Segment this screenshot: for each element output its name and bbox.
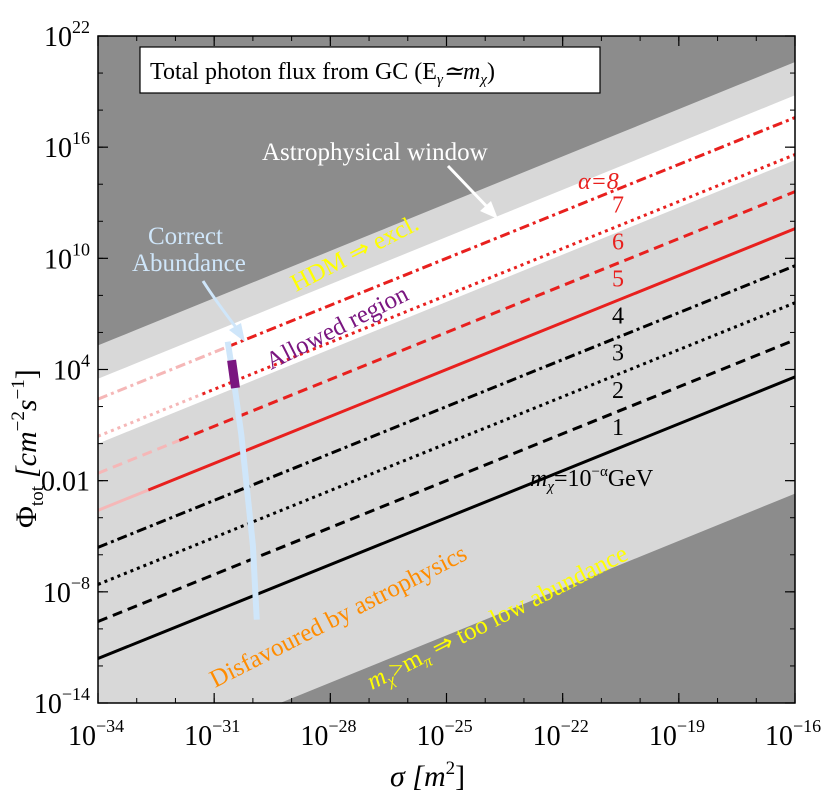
y-axis-exp2: −1	[8, 379, 29, 399]
y-axis-sub: tot	[27, 485, 48, 506]
y-axis-exp1: −2	[8, 411, 29, 431]
astrophysical-window-arrowhead	[480, 201, 498, 219]
x-axis-exp: 2	[446, 758, 456, 779]
series-label-6: 6	[612, 230, 624, 256]
series-label-8: α=8	[578, 169, 619, 195]
mass-chi: χ	[545, 479, 554, 495]
series-faint-6	[98, 439, 180, 475]
chart-title: Total photon flux from GC (E	[150, 59, 437, 85]
title-close: )	[487, 59, 495, 85]
series-line-6	[178, 190, 795, 442]
series-label-2: 2	[612, 378, 624, 404]
y-axis-units: [cm	[10, 431, 43, 478]
series-faint-5	[98, 488, 149, 512]
y-tick-label-0: 10−14	[34, 684, 90, 720]
mass-label: mχ=10−αGeV	[530, 464, 654, 495]
y-tick-label-3: 104	[53, 351, 90, 387]
title-sim: ≃m	[443, 59, 480, 85]
y-tick-label-5: 1016	[44, 128, 90, 164]
allowed-region-segment	[227, 359, 240, 389]
mass-eq: =10	[554, 466, 592, 492]
series-line-1	[98, 375, 795, 660]
correct-abundance-label-1: Correct	[148, 223, 223, 250]
background-regions	[98, 36, 795, 703]
series-line-5	[147, 227, 795, 492]
y-tick-label-1: 10−8	[43, 573, 90, 609]
series-line-8	[227, 116, 795, 349]
y-axis-title: Φtot [cm−2s−1]	[8, 369, 48, 528]
title-chi-sub: χ	[478, 72, 487, 88]
series-labels: 1 2 3 4 5 6 7α=8	[578, 169, 624, 441]
y-axis-s: s	[10, 399, 43, 411]
series-label-4: 4	[612, 304, 624, 330]
series-faint-8	[98, 345, 229, 401]
series-label-7: 7	[612, 192, 624, 218]
axis-ticks: 10−34 10−31 10−28 10−25 10−22 10−19 10−16 10−14…	[34, 17, 821, 752]
title-box: Total photon flux from GC (Eγ≃mχ)	[139, 46, 601, 94]
x-axis-sigma: σ [m	[390, 760, 446, 793]
x-tick-label-5: 10−19	[649, 716, 705, 752]
mass-exp: −α	[592, 464, 608, 480]
svg-text:Total photon flux from GC (Eγ≃: Total photon flux from GC (Eγ≃mχ)	[150, 59, 495, 88]
x-tick-label-1: 10−31	[184, 716, 240, 752]
correct-abundance-arrowhead	[229, 323, 245, 342]
series-lines	[98, 116, 795, 660]
astrophysical-window-band	[98, 95, 795, 444]
y-axis-close: ]	[10, 369, 43, 379]
series-label-3: 3	[612, 341, 624, 367]
x-tick-label-4: 10−22	[533, 716, 589, 752]
mass-m: m	[530, 466, 547, 492]
series-line-2	[98, 338, 795, 623]
astrophysical-window-label: Astrophysical window	[262, 139, 488, 166]
x-axis-title: σ [m2]	[390, 758, 465, 793]
series-label-1: 1	[612, 415, 624, 441]
x-tick-label-6: 10−16	[765, 716, 821, 752]
x-tick-label-2: 10−28	[300, 716, 356, 752]
correct-abundance-arrow	[201, 280, 240, 331]
title-gamma-sub: γ	[437, 72, 444, 88]
x-tick-label-0: 10−34	[68, 716, 124, 752]
series-label-5: 5	[612, 267, 624, 293]
series-line-7	[201, 153, 795, 396]
mass-unit: GeV	[608, 466, 654, 492]
x-axis-close: ]	[455, 760, 465, 793]
y-axis-phi: Φ	[10, 506, 43, 528]
series-faint-7	[98, 392, 204, 438]
y-tick-label-2: 0.01	[41, 467, 90, 498]
y-tick-label-6: 1022	[44, 17, 90, 53]
astrophysical-window-arrow	[446, 164, 494, 214]
x-tick-label-3: 10−25	[417, 716, 473, 752]
y-tick-label-4: 1010	[44, 239, 90, 275]
correct-abundance-label-2: Abundance	[132, 250, 246, 277]
